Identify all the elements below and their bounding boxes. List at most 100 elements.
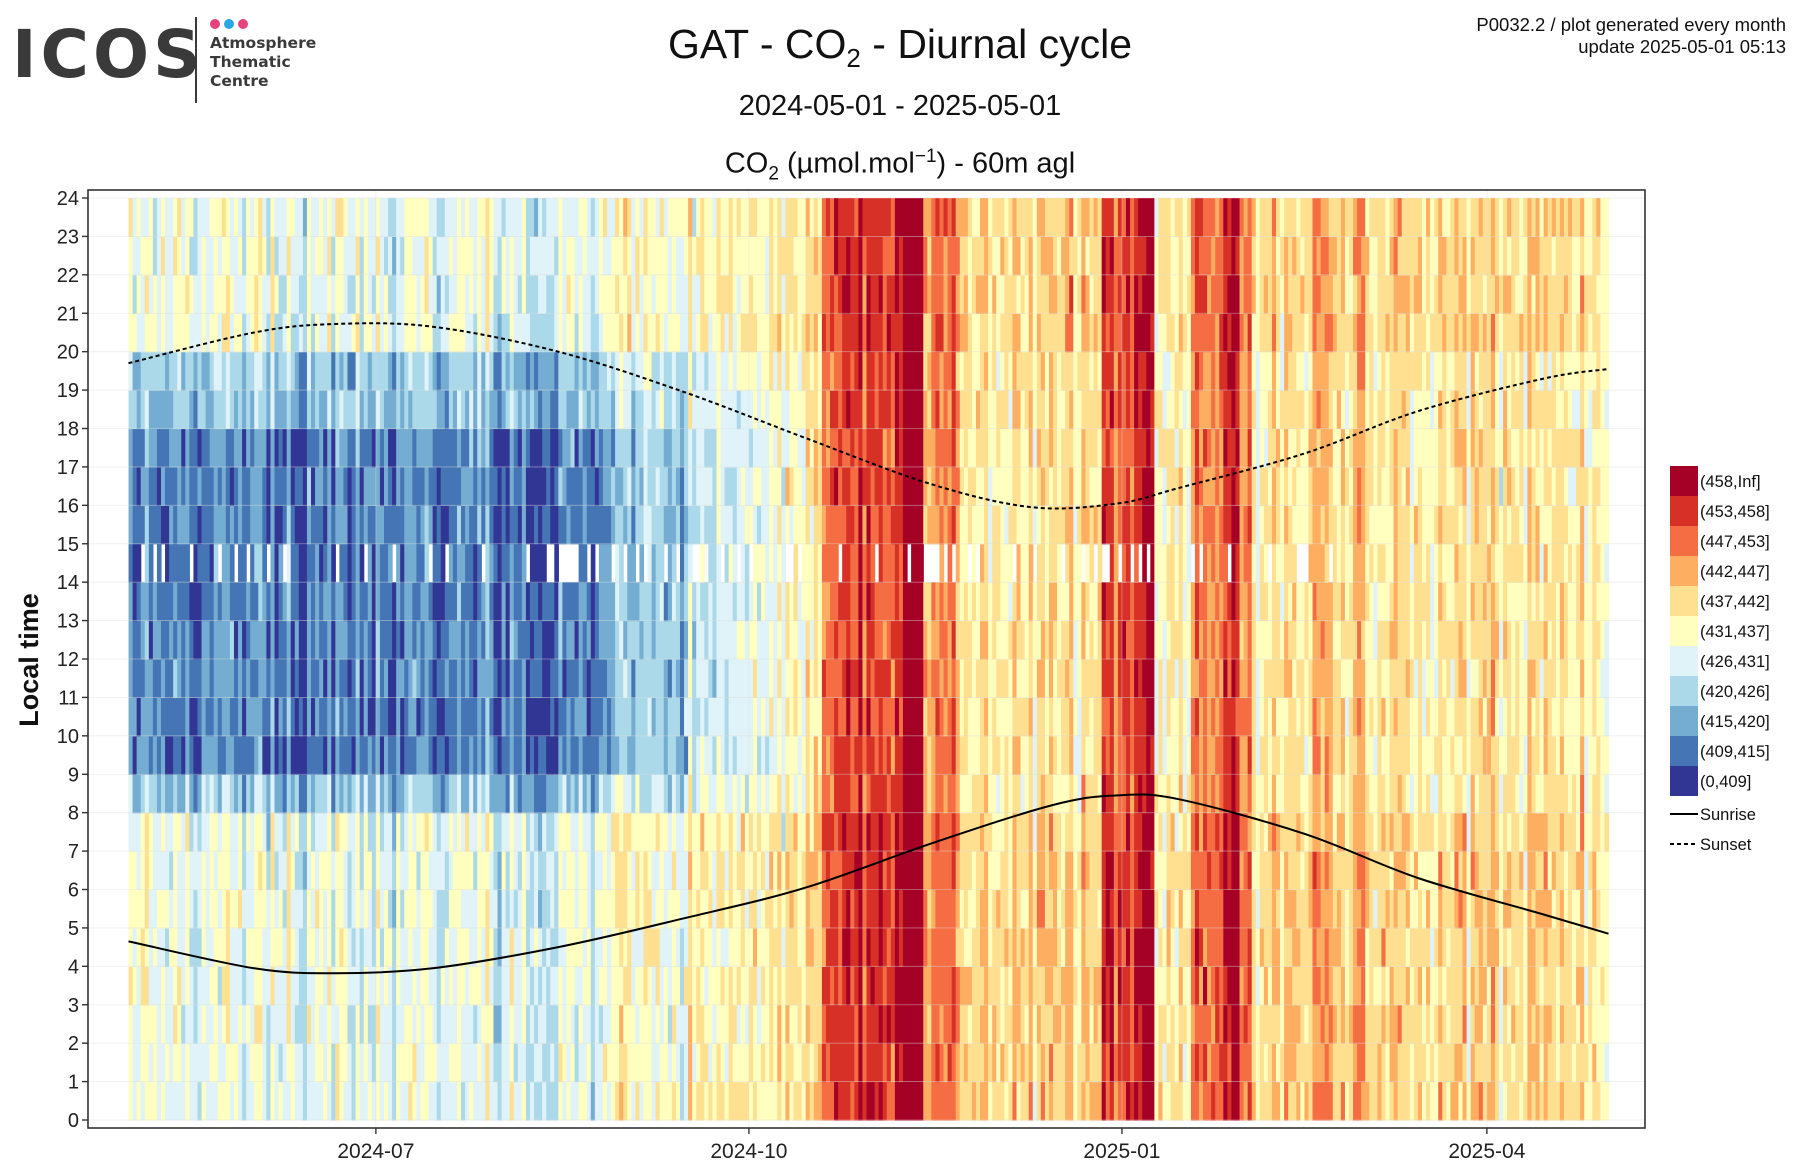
heatmap-cell <box>440 851 446 891</box>
heatmap-cell <box>627 313 632 353</box>
heatmap-cell <box>233 390 239 430</box>
heatmap-cell <box>716 390 722 430</box>
heatmap-cell <box>148 851 154 891</box>
heatmap-cell <box>371 198 377 238</box>
heatmap-cell <box>578 774 584 814</box>
heatmap-cell <box>542 582 547 622</box>
heatmap-cell <box>165 274 170 314</box>
heatmap-cell <box>169 851 174 891</box>
heatmap-cell <box>534 313 539 353</box>
heatmap-cell <box>911 927 916 967</box>
heatmap-cell <box>923 735 928 775</box>
heatmap-cell <box>165 390 170 430</box>
heatmap-cell <box>266 1043 272 1083</box>
heatmap-cell <box>128 428 134 468</box>
heatmap-cell <box>805 851 811 891</box>
heatmap-cell <box>497 198 503 238</box>
heatmap-cell <box>262 735 267 775</box>
heatmap-cell <box>943 1081 949 1121</box>
heatmap-cell <box>558 582 563 622</box>
heatmap-cell <box>963 659 969 699</box>
heatmap-cell <box>935 889 941 929</box>
heatmap-cell <box>452 1081 458 1121</box>
heatmap-cell <box>611 1004 616 1044</box>
heatmap-cell <box>639 505 645 545</box>
heatmap-cell <box>148 313 154 353</box>
heatmap-cell <box>424 889 430 929</box>
heatmap-cell <box>152 620 158 660</box>
heatmap-cell <box>165 236 170 276</box>
heatmap-cell <box>724 812 730 852</box>
heatmap-cell <box>278 927 284 967</box>
heatmap-cell <box>209 620 215 660</box>
heatmap-cell <box>643 236 649 276</box>
heatmap-cell <box>821 351 827 391</box>
heatmap-cell <box>424 1043 430 1083</box>
heatmap-cell <box>173 236 178 276</box>
heatmap-cell <box>619 927 624 967</box>
heatmap-cell <box>221 1043 227 1083</box>
heatmap-cell <box>465 1043 470 1083</box>
heatmap-cell <box>250 812 255 852</box>
heatmap-cell <box>469 1004 474 1044</box>
heatmap-cell <box>509 966 515 1006</box>
heatmap-cell <box>517 198 523 238</box>
heatmap-cell <box>270 274 276 314</box>
heatmap-cell <box>971 851 977 891</box>
heatmap-cell <box>740 966 746 1006</box>
heatmap-cell <box>574 927 580 967</box>
heatmap-cell <box>513 390 519 430</box>
heatmap-cell <box>931 966 937 1006</box>
heatmap-cell <box>907 1081 912 1121</box>
heatmap-cell <box>793 274 799 314</box>
heatmap-cell <box>331 966 336 1006</box>
heatmap-cell <box>481 1004 486 1044</box>
heatmap-cell <box>692 313 697 353</box>
heatmap-cell <box>781 927 786 967</box>
heatmap-cell <box>870 428 876 468</box>
heatmap-cell <box>428 889 434 929</box>
heatmap-cell <box>874 1043 880 1083</box>
heatmap-cell <box>935 351 941 391</box>
heatmap-cell <box>221 774 227 814</box>
heatmap-cell <box>765 620 770 660</box>
heatmap-cell <box>420 351 426 391</box>
heatmap-cell <box>550 774 555 814</box>
heatmap-cell <box>315 274 320 314</box>
heatmap-cell <box>611 927 616 967</box>
heatmap-cell <box>582 851 588 891</box>
heatmap-cell <box>663 697 669 737</box>
heatmap-cell <box>838 889 843 929</box>
heatmap-cell <box>817 351 823 391</box>
heatmap-cell <box>898 1043 904 1083</box>
heatmap-cell <box>286 620 292 660</box>
heatmap-cell <box>298 659 304 699</box>
heatmap-cell <box>311 812 316 852</box>
heatmap-cell <box>765 390 770 430</box>
heatmap-cell <box>331 1081 336 1121</box>
heatmap-cell <box>607 505 612 545</box>
heatmap-cell <box>128 313 134 353</box>
heatmap-cell <box>181 543 186 583</box>
heatmap-cell <box>566 313 572 353</box>
heatmap-cell <box>898 351 904 391</box>
heatmap-cell <box>570 351 576 391</box>
heatmap-cell <box>534 351 539 391</box>
heatmap-cell <box>513 1004 519 1044</box>
heatmap-cell <box>302 351 308 391</box>
heatmap-cell <box>963 889 969 929</box>
heatmap-cell <box>639 812 645 852</box>
heatmap-cell <box>679 1081 685 1121</box>
heatmap-cell <box>489 505 495 545</box>
heatmap-cell <box>688 1043 693 1083</box>
heatmap-cell <box>432 428 438 468</box>
heatmap-cell <box>902 351 908 391</box>
heatmap-cell <box>225 1081 231 1121</box>
heatmap-cell <box>821 774 827 814</box>
heatmap-cell <box>379 697 385 737</box>
heatmap-cell <box>148 351 154 391</box>
heatmap-cell <box>225 274 231 314</box>
heatmap-cell <box>744 1004 750 1044</box>
heatmap-cell <box>590 351 596 391</box>
heatmap-cell <box>627 1081 632 1121</box>
